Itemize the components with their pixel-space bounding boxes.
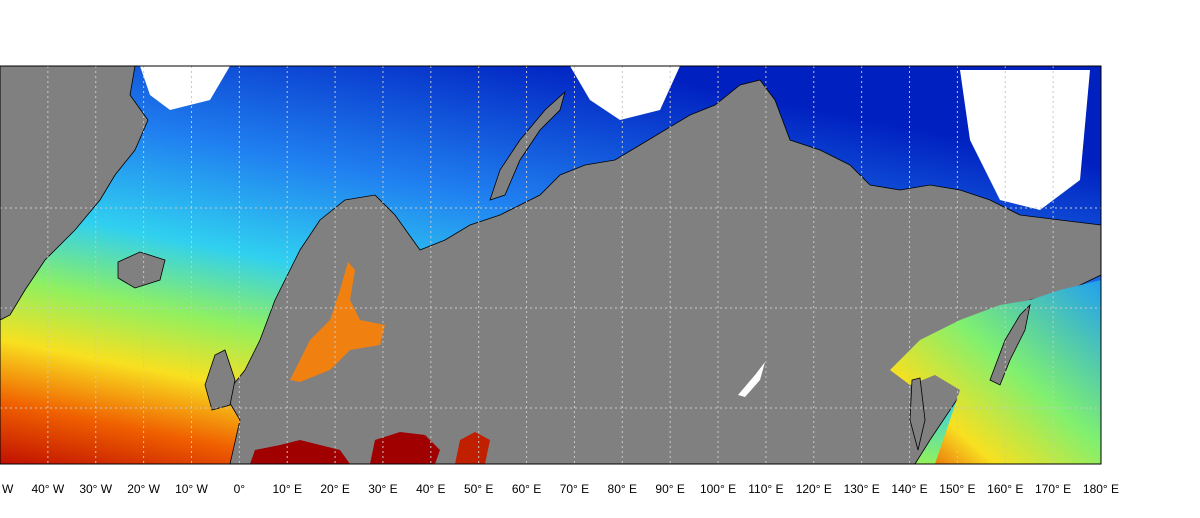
greenland [0, 66, 149, 321]
longitude-label: 20° W [127, 482, 160, 496]
ice [960, 70, 1090, 210]
ice [140, 66, 230, 110]
iceland [117, 251, 166, 289]
longitude-label: 140° E [891, 482, 927, 496]
mediterranean [250, 440, 350, 464]
ice-gaps [140, 66, 1090, 210]
longitude-label: 30° W [79, 482, 112, 496]
map-frame [0, 65, 1102, 465]
longitude-label: 160° E [987, 482, 1023, 496]
ice [570, 66, 680, 120]
longitude-label: 80° E [608, 482, 637, 496]
longitude-label: 40° E [416, 482, 445, 496]
map-area [0, 66, 1101, 464]
longitude-label: 90° E [655, 482, 684, 496]
novaya-zemlya [489, 90, 566, 201]
longitude-label: 60° E [512, 482, 541, 496]
longitude-label: 10° W [175, 482, 208, 496]
longitude-label: 30° E [368, 482, 397, 496]
longitude-label: 20° E [320, 482, 349, 496]
longitude-label: 170° E [1035, 482, 1071, 496]
longitude-label: 50° E [464, 482, 493, 496]
sakhalin [909, 377, 926, 451]
longitude-labels: W 40° W 30° W 20° W 10° W 0° 10° E 20° E 30° E 40… [2, 482, 1119, 496]
longitude-label: 120° E [796, 482, 832, 496]
longitude-label: W [2, 482, 14, 496]
longitude-label: 10° E [272, 482, 301, 496]
longitude-label: 40° W [31, 482, 64, 496]
black-sea [370, 432, 440, 464]
kamchatka [989, 303, 1031, 386]
baltic-sea [290, 262, 385, 382]
lake-baikal [738, 362, 765, 397]
graticule [0, 66, 1101, 464]
longitude-label: 110° E [748, 482, 783, 496]
longitude-label: 100° E [700, 482, 736, 496]
longitude-label: 0° [234, 482, 246, 496]
longitude-label: 130° E [844, 482, 880, 496]
caspian-sea [455, 432, 490, 464]
longitude-label: 70° E [560, 482, 589, 496]
longitude-label: 150° E [939, 482, 975, 496]
uk [204, 349, 236, 411]
longitude-label: 180° E [1083, 482, 1119, 496]
